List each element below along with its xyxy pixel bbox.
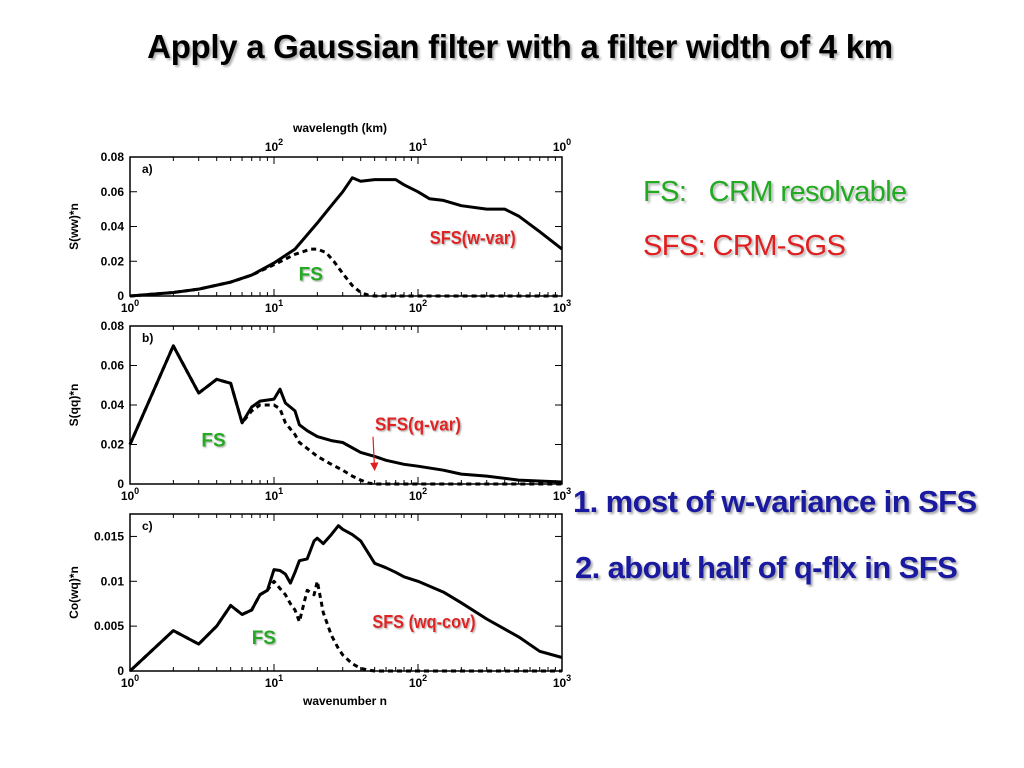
y-tick-label: 0.005 — [94, 619, 124, 633]
total-spectrum-line — [129, 176, 563, 298]
fs-filtered-line — [128, 344, 562, 486]
chart-panel-2: 0 0.02 0.04 0.06 0.08 S(qq)*n b) FS SFS(q-var) — [67, 319, 563, 491]
y-tick-label: 0 — [117, 477, 124, 491]
total-spectrum-line — [128, 344, 563, 484]
y-tick-label: 0.06 — [101, 359, 125, 373]
fs-annotation: FS — [201, 430, 225, 451]
x-tick-label: 102 — [409, 673, 427, 690]
plot-frame — [129, 513, 563, 672]
total-spectrum-line — [128, 524, 563, 673]
fs-legend-label: FS: CRM resolvable — [643, 176, 907, 208]
slide-title: Apply a Gaussian filter with a filter wi… — [147, 28, 893, 65]
fs-filtered-line — [129, 247, 562, 298]
x-tick-label: 101 — [265, 673, 283, 690]
sfs-annotation: SFS(q-var) — [375, 415, 461, 435]
x-tick-label: 103 — [553, 673, 571, 690]
y-tick-label: 0.04 — [101, 220, 125, 234]
plot-frame — [129, 325, 563, 485]
x-axis-label: wavenumber n — [302, 694, 387, 708]
x-tick-label: 101 — [265, 486, 283, 503]
y-axis-label: S(ww)*n — [67, 203, 81, 250]
y-axis-label: S(qq)*n — [67, 384, 81, 427]
x-tick-label: 101 — [265, 298, 283, 315]
x-tick-label: 102 — [409, 298, 427, 315]
panel-label: c) — [142, 519, 153, 533]
annotation-arrow — [370, 436, 379, 472]
y-tick-label: 0.02 — [101, 254, 125, 268]
x-tick-label: 100 — [121, 298, 139, 315]
top-axis-label: wavelength (km) — [292, 121, 387, 135]
y-tick-label: 0.08 — [101, 150, 125, 164]
y-tick-label: 0 — [117, 664, 124, 678]
top-x-tick-label: 100 — [553, 137, 571, 154]
x-tick-label: 103 — [553, 486, 571, 503]
chart-panel-3: 0 0.005 0.01 0.015 Co(wq)*n c) FS SFS (wq-cov) w… — [67, 513, 563, 708]
y-tick-label: 0.01 — [101, 574, 125, 588]
plot-frame — [129, 156, 563, 297]
x-tick-label: 100 — [121, 486, 139, 503]
panel-label: b) — [142, 331, 153, 345]
y-tick-label: 0.015 — [94, 529, 124, 543]
y-tick-label: 0.04 — [101, 398, 125, 412]
fs-filtered-line — [128, 579, 562, 673]
sfs-annotation: SFS (wq-cov) — [372, 612, 475, 632]
sfs-annotation: SFS(w-var) — [430, 228, 516, 248]
chart-panel-1: 0 0.02 0.04 0.06 0.08 S(ww)*n a) FS SFS(w-var) wa… — [67, 121, 563, 303]
fs-annotation: FS — [252, 628, 276, 649]
fs-annotation: FS — [299, 264, 323, 285]
y-tick-label: 0.06 — [101, 185, 125, 199]
conclusion-2: 2. about half of q-flx in SFS — [575, 550, 958, 585]
panel-label: a) — [142, 162, 153, 176]
y-axis-label: Co(wq)*n — [67, 566, 81, 619]
y-tick-label: 0 — [117, 289, 124, 303]
x-tick-label: 100 — [121, 673, 139, 690]
conclusion-1: 1. most of w-variance in SFS — [573, 484, 977, 519]
sfs-legend-label: SFS: CRM-SGS — [643, 230, 846, 262]
top-x-tick-label: 102 — [265, 137, 283, 154]
y-tick-label: 0.08 — [101, 319, 125, 333]
x-tick-label: 103 — [553, 298, 571, 315]
x-tick-label: 102 — [409, 486, 427, 503]
top-x-tick-label: 101 — [409, 137, 427, 154]
y-tick-label: 0.02 — [101, 438, 125, 452]
